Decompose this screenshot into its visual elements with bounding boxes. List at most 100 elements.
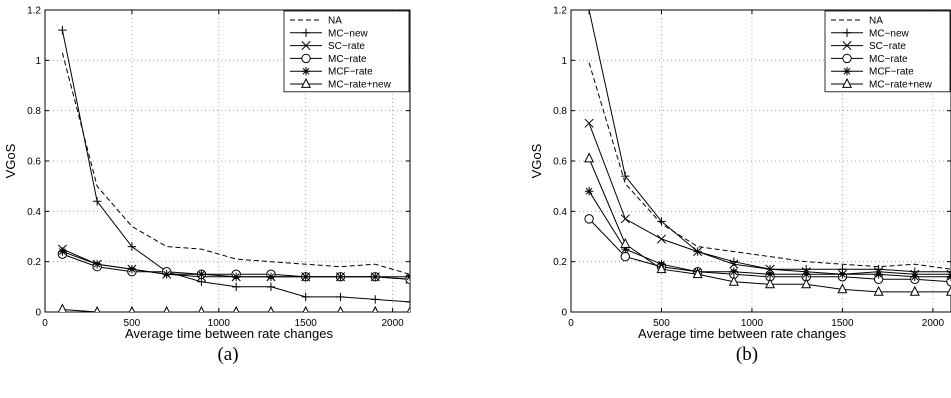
data-point xyxy=(729,267,739,276)
data-point xyxy=(197,270,206,279)
x-tick-label: 1500 xyxy=(831,318,854,329)
data-point xyxy=(765,270,775,279)
x-tick-label: 500 xyxy=(124,318,141,329)
data-point xyxy=(620,214,630,224)
legend-label: MC−new xyxy=(869,28,910,39)
data-point xyxy=(337,305,344,312)
data-point xyxy=(656,234,667,244)
y-tick-label: 0.8 xyxy=(553,106,567,117)
y-tick-label: 1 xyxy=(561,56,567,67)
data-point xyxy=(837,283,848,294)
data-point xyxy=(162,270,171,279)
data-point xyxy=(372,305,379,312)
data-point xyxy=(198,305,205,312)
data-point xyxy=(802,270,811,279)
legend-marker xyxy=(301,53,311,64)
series-line xyxy=(61,52,410,275)
series-layer xyxy=(57,25,410,312)
data-point xyxy=(729,259,739,269)
legend-marker xyxy=(842,28,852,37)
data-point xyxy=(127,265,137,274)
y-tick-label: 0.4 xyxy=(27,207,41,218)
data-point xyxy=(92,197,102,206)
x-tick-label: 1000 xyxy=(208,318,231,329)
data-point xyxy=(657,217,666,226)
chart-panel-b: 0 500 1000 1500 2000 0 0.2 0.4 0.6 0.8 1 1.2 Average… xyxy=(529,6,951,365)
data-point xyxy=(58,25,67,35)
data-point xyxy=(801,278,812,289)
y-tick-label: 0 xyxy=(561,308,567,319)
data-point xyxy=(873,285,884,296)
data-point xyxy=(692,268,703,279)
data-point xyxy=(621,244,630,254)
data-point xyxy=(584,118,594,128)
legend-label: SC−rate xyxy=(328,41,365,52)
data-point xyxy=(302,305,309,312)
data-point xyxy=(301,292,310,302)
data-point xyxy=(266,272,276,281)
data-point xyxy=(266,282,276,292)
y-tick-label: 1.2 xyxy=(553,6,567,17)
data-point xyxy=(371,272,380,281)
data-point xyxy=(584,10,594,15)
legend-label: NA xyxy=(328,16,342,27)
legend-box xyxy=(824,10,951,93)
y-tick-label: 1.2 xyxy=(27,6,41,17)
data-point xyxy=(233,305,240,312)
legend-marker xyxy=(842,41,852,51)
panel-caption: (b) xyxy=(736,344,758,365)
y-tick-label: 0.6 xyxy=(27,157,41,168)
legend-label: MCF−rate xyxy=(869,67,914,78)
data-point xyxy=(231,282,241,292)
legend-box xyxy=(283,10,410,93)
legend-label: MC−rate xyxy=(328,54,367,65)
legend-marker xyxy=(841,77,853,88)
data-point xyxy=(693,247,703,257)
data-point xyxy=(405,272,410,281)
data-point xyxy=(127,242,137,251)
x-tick-label: 1500 xyxy=(295,318,318,329)
legend-marker xyxy=(301,67,311,76)
legend-marker xyxy=(301,28,311,37)
chart-panel-a: 0 500 1000 1500 2000 0 0.2 0.4 0.6 0.8 1 1.2 Average… xyxy=(3,6,411,365)
y-tick-label: 0.8 xyxy=(27,106,41,117)
data-point xyxy=(620,237,631,248)
legend-label: NA xyxy=(869,16,883,27)
x-axis-label: Average time between rate changes xyxy=(125,326,333,341)
legend-marker xyxy=(842,53,852,64)
series-layer xyxy=(584,10,951,296)
legend-marker xyxy=(300,77,312,88)
y-axis-label: VGoS xyxy=(3,143,18,178)
data-point xyxy=(584,214,594,224)
data-point xyxy=(909,285,920,296)
data-point xyxy=(94,305,101,312)
data-point xyxy=(231,272,241,281)
data-point xyxy=(765,278,776,289)
data-point xyxy=(838,270,847,279)
legend-label: MCF−rate xyxy=(328,67,373,78)
y-tick-label: 0.2 xyxy=(27,257,41,268)
legend-label: MC−rate+new xyxy=(328,80,392,91)
legend-label: MC−rate+new xyxy=(869,80,933,91)
data-point xyxy=(128,305,135,312)
data-point xyxy=(163,305,170,312)
y-tick-label: 0 xyxy=(35,308,41,319)
data-point xyxy=(584,152,595,163)
data-point xyxy=(728,275,739,286)
data-point xyxy=(197,277,206,286)
x-tick-label: 500 xyxy=(653,318,670,329)
data-point xyxy=(336,292,345,302)
legend-marker xyxy=(842,67,852,76)
data-point xyxy=(656,263,667,274)
legend-label: MC−rate xyxy=(869,54,908,65)
data-point xyxy=(92,259,102,269)
data-point xyxy=(874,270,883,279)
y-tick-label: 0.2 xyxy=(553,257,567,268)
data-point xyxy=(405,297,410,307)
x-tick-label: 2000 xyxy=(922,318,945,329)
data-point xyxy=(584,187,594,196)
x-axis-label: Average time between rate changes xyxy=(638,326,846,341)
x-tick-label: 1000 xyxy=(741,318,764,329)
